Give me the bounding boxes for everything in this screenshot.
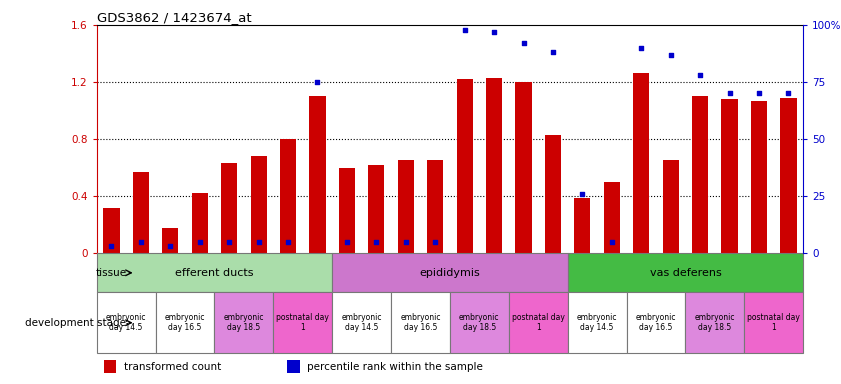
Bar bbox=[486, 78, 502, 253]
Bar bbox=[457, 79, 473, 253]
Bar bbox=[427, 161, 443, 253]
Text: postnatal day
1: postnatal day 1 bbox=[277, 313, 329, 333]
Bar bbox=[368, 165, 384, 253]
Text: embryonic
day 16.5: embryonic day 16.5 bbox=[636, 313, 676, 333]
Bar bbox=[97, 293, 156, 353]
Bar bbox=[133, 172, 149, 253]
Point bbox=[605, 239, 618, 245]
Bar bbox=[516, 82, 532, 253]
Point bbox=[134, 239, 148, 245]
Point bbox=[487, 29, 500, 35]
Bar bbox=[568, 253, 803, 293]
Point bbox=[340, 239, 353, 245]
Text: development stage: development stage bbox=[25, 318, 126, 328]
Point bbox=[104, 243, 118, 250]
Bar bbox=[214, 293, 273, 353]
Bar bbox=[751, 101, 767, 253]
Bar bbox=[103, 360, 117, 373]
Bar bbox=[685, 293, 744, 353]
Text: embryonic
day 14.5: embryonic day 14.5 bbox=[577, 313, 617, 333]
Bar bbox=[103, 208, 119, 253]
Bar bbox=[633, 73, 649, 253]
Text: epididymis: epididymis bbox=[420, 268, 480, 278]
Bar bbox=[162, 228, 178, 253]
Point bbox=[222, 239, 235, 245]
Point bbox=[781, 90, 795, 96]
Text: embryonic
day 14.5: embryonic day 14.5 bbox=[106, 313, 146, 333]
Bar bbox=[309, 96, 325, 253]
Point bbox=[664, 51, 677, 58]
Text: vas deferens: vas deferens bbox=[649, 268, 722, 278]
Bar bbox=[663, 161, 679, 253]
Point bbox=[575, 191, 589, 197]
Bar bbox=[509, 293, 568, 353]
Text: transformed count: transformed count bbox=[124, 362, 221, 372]
Bar bbox=[288, 360, 300, 373]
Bar bbox=[391, 293, 450, 353]
Text: embryonic
day 18.5: embryonic day 18.5 bbox=[459, 313, 500, 333]
Text: embryonic
day 14.5: embryonic day 14.5 bbox=[341, 313, 382, 333]
Bar bbox=[780, 98, 796, 253]
Bar bbox=[97, 253, 332, 293]
Point bbox=[251, 239, 265, 245]
Bar bbox=[156, 293, 214, 353]
Bar bbox=[722, 99, 738, 253]
Text: GDS3862 / 1423674_at: GDS3862 / 1423674_at bbox=[97, 11, 251, 24]
Point bbox=[752, 90, 765, 96]
Bar bbox=[604, 182, 620, 253]
Bar bbox=[280, 139, 296, 253]
Text: embryonic
day 18.5: embryonic day 18.5 bbox=[224, 313, 264, 333]
Text: tissue: tissue bbox=[95, 268, 126, 278]
Bar bbox=[251, 156, 267, 253]
Bar bbox=[450, 293, 509, 353]
Point bbox=[693, 72, 706, 78]
Bar bbox=[398, 161, 414, 253]
Point bbox=[547, 49, 560, 55]
Point bbox=[516, 40, 530, 46]
Point bbox=[458, 26, 471, 33]
Point bbox=[428, 239, 442, 245]
Bar bbox=[627, 293, 685, 353]
Text: embryonic
day 16.5: embryonic day 16.5 bbox=[165, 313, 205, 333]
Text: efferent ducts: efferent ducts bbox=[175, 268, 254, 278]
Bar bbox=[332, 293, 391, 353]
Bar bbox=[568, 293, 627, 353]
Point bbox=[634, 45, 648, 51]
Bar bbox=[574, 197, 590, 253]
Bar bbox=[332, 253, 568, 293]
Bar bbox=[192, 193, 208, 253]
Text: embryonic
day 18.5: embryonic day 18.5 bbox=[695, 313, 735, 333]
Point bbox=[163, 243, 177, 250]
Point bbox=[281, 239, 294, 245]
Bar bbox=[339, 167, 355, 253]
Point bbox=[369, 239, 383, 245]
Text: postnatal day
1: postnatal day 1 bbox=[748, 313, 800, 333]
Bar bbox=[545, 135, 561, 253]
Bar bbox=[692, 96, 708, 253]
Point bbox=[193, 239, 206, 245]
Point bbox=[310, 79, 324, 85]
Bar bbox=[744, 293, 803, 353]
Point bbox=[399, 239, 412, 245]
Text: postnatal day
1: postnatal day 1 bbox=[512, 313, 564, 333]
Bar bbox=[273, 293, 332, 353]
Text: embryonic
day 16.5: embryonic day 16.5 bbox=[400, 313, 441, 333]
Point bbox=[722, 90, 736, 96]
Bar bbox=[221, 163, 237, 253]
Text: percentile rank within the sample: percentile rank within the sample bbox=[307, 362, 483, 372]
